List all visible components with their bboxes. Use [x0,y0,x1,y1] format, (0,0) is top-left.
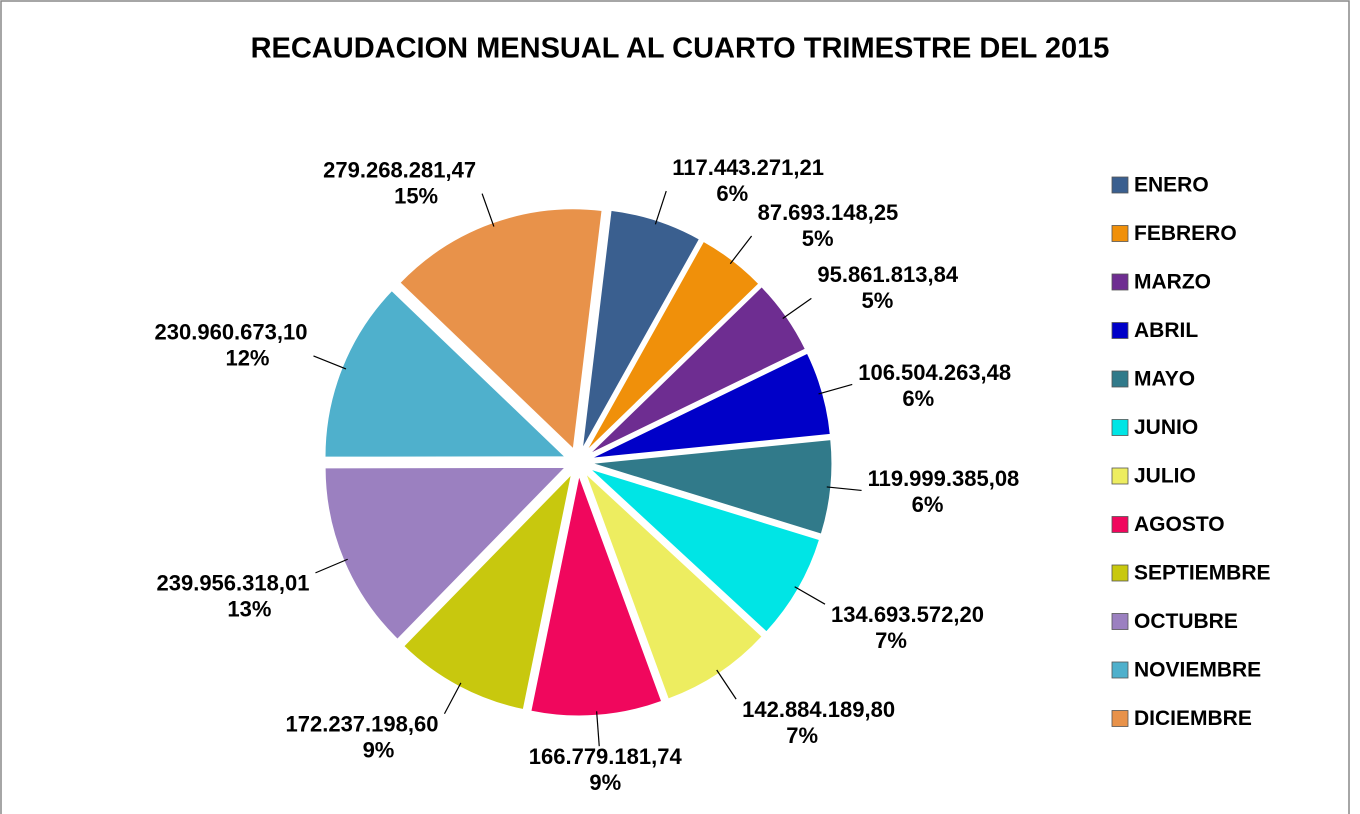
legend-swatch [1111,370,1129,388]
legend-label: JULIO [1134,465,1196,488]
legend-swatch [1111,176,1129,194]
legend-label: ABRIL [1134,319,1198,342]
percent-label: 15% [394,183,438,208]
percent-label: 5% [861,288,893,313]
legend-swatch [1111,225,1129,242]
data-label: 166.779.181,74 [529,744,683,769]
legend-swatch [1111,467,1129,485]
legend-swatch [1111,710,1129,727]
legend-label: FEBRERO [1134,222,1237,245]
percent-label: 6% [716,181,748,206]
legend-label: OCTUBRE [1134,610,1238,633]
data-label: 279.268.281,47 [323,157,476,182]
leader-line [315,558,348,574]
data-label: 117.443.271,21 [672,155,824,180]
leader-line [443,682,462,715]
percent-label: 9% [363,738,395,763]
legend-label: DICIEMBRE [1134,707,1252,730]
percent-label: 13% [227,597,271,622]
percent-label: 12% [225,346,269,371]
data-label: 230.960.673,10 [155,320,308,345]
leader-line [782,297,812,319]
leader-line [313,355,347,370]
data-label: 95.861.813,84 [817,262,958,287]
legend-label: ENERO [1134,174,1209,197]
data-label: 172.237.198,60 [286,712,439,737]
chart-title: RECAUDACION MENSUAL AL CUARTO TRIMESTRE … [251,33,1110,65]
data-label: 142.884.189,80 [742,697,895,722]
data-label: 134.693.572,20 [831,602,984,627]
leader-line [481,193,495,227]
legend-swatch [1111,661,1129,679]
percent-label: 7% [875,628,907,653]
leader-line [794,586,826,605]
data-label: 106.504.263,48 [858,360,1011,385]
legend-label: NOVIEMBRE [1134,659,1261,682]
legend-swatch [1111,322,1129,339]
percent-label: 9% [589,770,621,795]
leader-line [729,235,753,265]
leader-line [826,486,862,492]
leader-line [818,383,853,395]
legend-label: MARZO [1134,271,1211,294]
legend-swatch [1111,613,1129,630]
legend-label: MAYO [1134,368,1195,391]
data-label: 119.999.385,08 [868,466,1020,491]
legend-label: JUNIO [1134,416,1198,439]
percent-label: 6% [912,492,944,517]
legend-swatch [1111,273,1129,291]
leader-line [654,190,667,225]
data-label: 87.693.148,25 [758,200,899,225]
legend-label: SEPTIEMBRE [1134,562,1271,585]
percent-label: 5% [802,226,834,251]
percent-label: 7% [786,723,818,748]
data-label: 239.956.318,01 [157,571,310,596]
legend-swatch [1111,419,1129,436]
legend-swatch [1111,516,1129,533]
percent-label: 6% [902,386,934,411]
leader-line [596,711,600,747]
legend-label: AGOSTO [1134,513,1225,536]
leader-line [716,669,737,700]
legend-swatch [1111,564,1129,582]
